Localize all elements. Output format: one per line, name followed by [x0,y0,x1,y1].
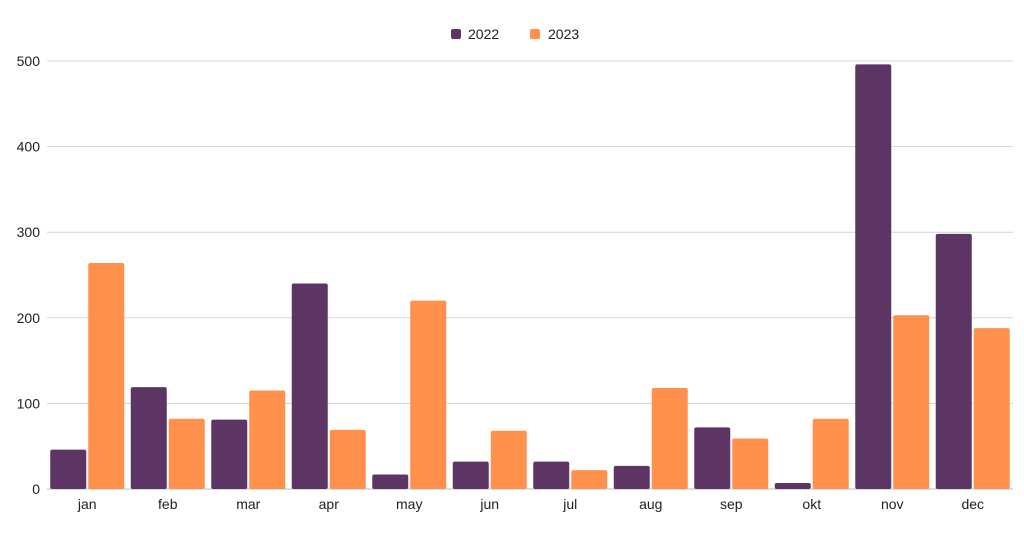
y-axis: 0 100 200 300 400 500 [17,53,41,497]
bar-2023-nov [893,315,930,489]
legend-label-2022: 2022 [468,26,499,42]
bar-2022-feb [130,387,167,489]
x-tick-label-jun: jun [479,496,499,512]
bar-2022-jan [50,449,87,489]
legend-label-2023: 2023 [548,26,579,42]
bar-2023-okt [812,418,849,489]
bar-2023-aug [651,387,688,489]
y-tick-label: 0 [32,481,40,497]
gridlines [47,60,1013,490]
x-tick-label-okt: okt [802,496,821,512]
bar-2023-jan [88,263,125,489]
x-tick-label-dec: dec [961,496,984,512]
x-tick-label-sep: sep [720,496,743,512]
legend: 2022 2023 [451,26,579,42]
bar-2022-mar [211,419,248,489]
legend-swatch-2023 [530,29,540,39]
y-tick-label: 200 [17,310,41,326]
bar-2023-apr [329,429,366,489]
bar-2023-mar [249,390,286,489]
bar-2022-nov [855,64,892,489]
bar-2022-apr [291,283,328,489]
bar-2022-jul [533,461,570,489]
bar-2023-sep [732,438,769,489]
bar-2023-may [410,300,447,489]
x-tick-label-aug: aug [639,496,662,512]
bar-2023-feb [168,418,205,489]
bar-2023-jun [490,430,527,489]
x-tick-label-jul: jul [562,496,577,512]
x-axis: jan feb mar apr may jun jul aug sep okt nov dec [77,496,984,512]
bar-2022-sep [694,427,731,489]
bar-2022-may [372,474,409,489]
x-tick-label-jan: jan [77,496,97,512]
x-tick-label-may: may [396,496,422,512]
y-tick-label: 500 [17,53,41,69]
x-tick-label-apr: apr [319,496,340,512]
bar-2022-okt [774,483,811,489]
bar-2023-jul [571,470,608,489]
y-tick-label: 300 [17,224,41,240]
x-tick-label-mar: mar [236,496,260,512]
bar-2022-aug [613,465,650,489]
x-tick-label-nov: nov [881,496,904,512]
x-tick-label-feb: feb [158,496,178,512]
bars [50,64,1010,489]
bar-2022-jun [452,461,489,489]
y-tick-label: 100 [17,395,41,411]
y-tick-label: 400 [17,139,41,155]
bar-2023-dec [973,328,1010,489]
legend-swatch-2022 [451,29,461,39]
bar-2022-dec [935,233,972,489]
